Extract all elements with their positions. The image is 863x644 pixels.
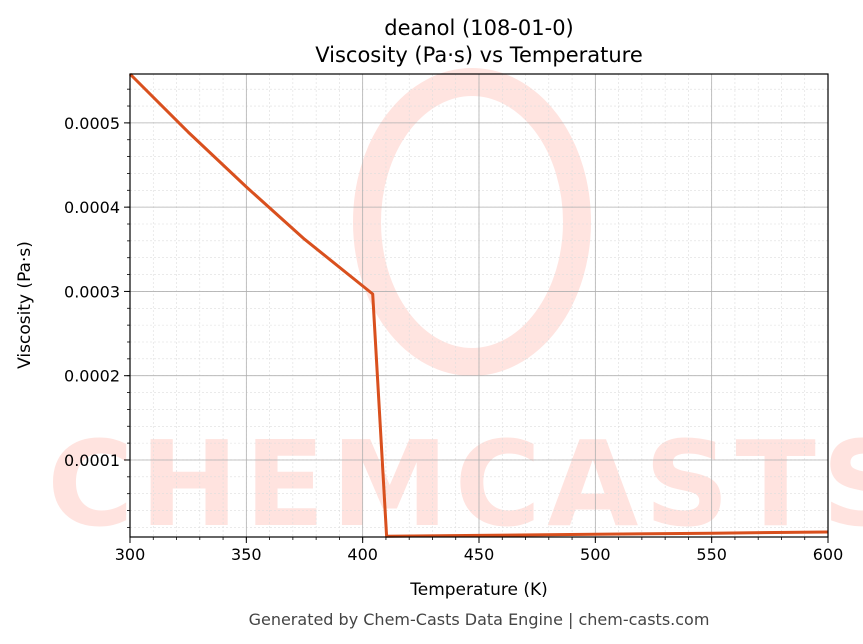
x-tick-label: 500 [580,545,611,564]
axis-ticks: 300 350 400 450 500 550 600 0.0001 0.0002 0.0003 0… [64,88,844,564]
watermark-ring [353,68,591,376]
x-axis-label: Temperature (K) [409,580,548,600]
x-tick-label: 600 [813,545,844,564]
chart-subtitle: Viscosity (Pa·s) vs Temperature [315,43,643,67]
series-line-viscosity [128,72,829,538]
x-tick-label: 550 [696,545,727,564]
major-grid [129,74,829,537]
y-tick-label: 0.0004 [64,198,120,217]
y-axis-label: Viscosity (Pa·s) [15,241,35,369]
series-layer [128,72,829,538]
chart-title: deanol (108-01-0) [384,16,574,40]
footer-text: Generated by Chem-Casts Data Engine | ch… [249,610,710,629]
y-tick-label: 0.0002 [64,367,120,386]
y-tick-label: 0.0005 [64,114,120,133]
watermark: CHEMCASTS [47,68,863,553]
x-tick-label: 300 [115,545,146,564]
x-tick-label: 400 [347,545,378,564]
watermark-text: CHEMCASTS [47,415,863,553]
y-tick-label: 0.0001 [64,451,120,470]
x-tick-label: 350 [231,545,262,564]
x-tick-label: 450 [464,545,495,564]
y-tick-label: 0.0003 [64,282,120,301]
